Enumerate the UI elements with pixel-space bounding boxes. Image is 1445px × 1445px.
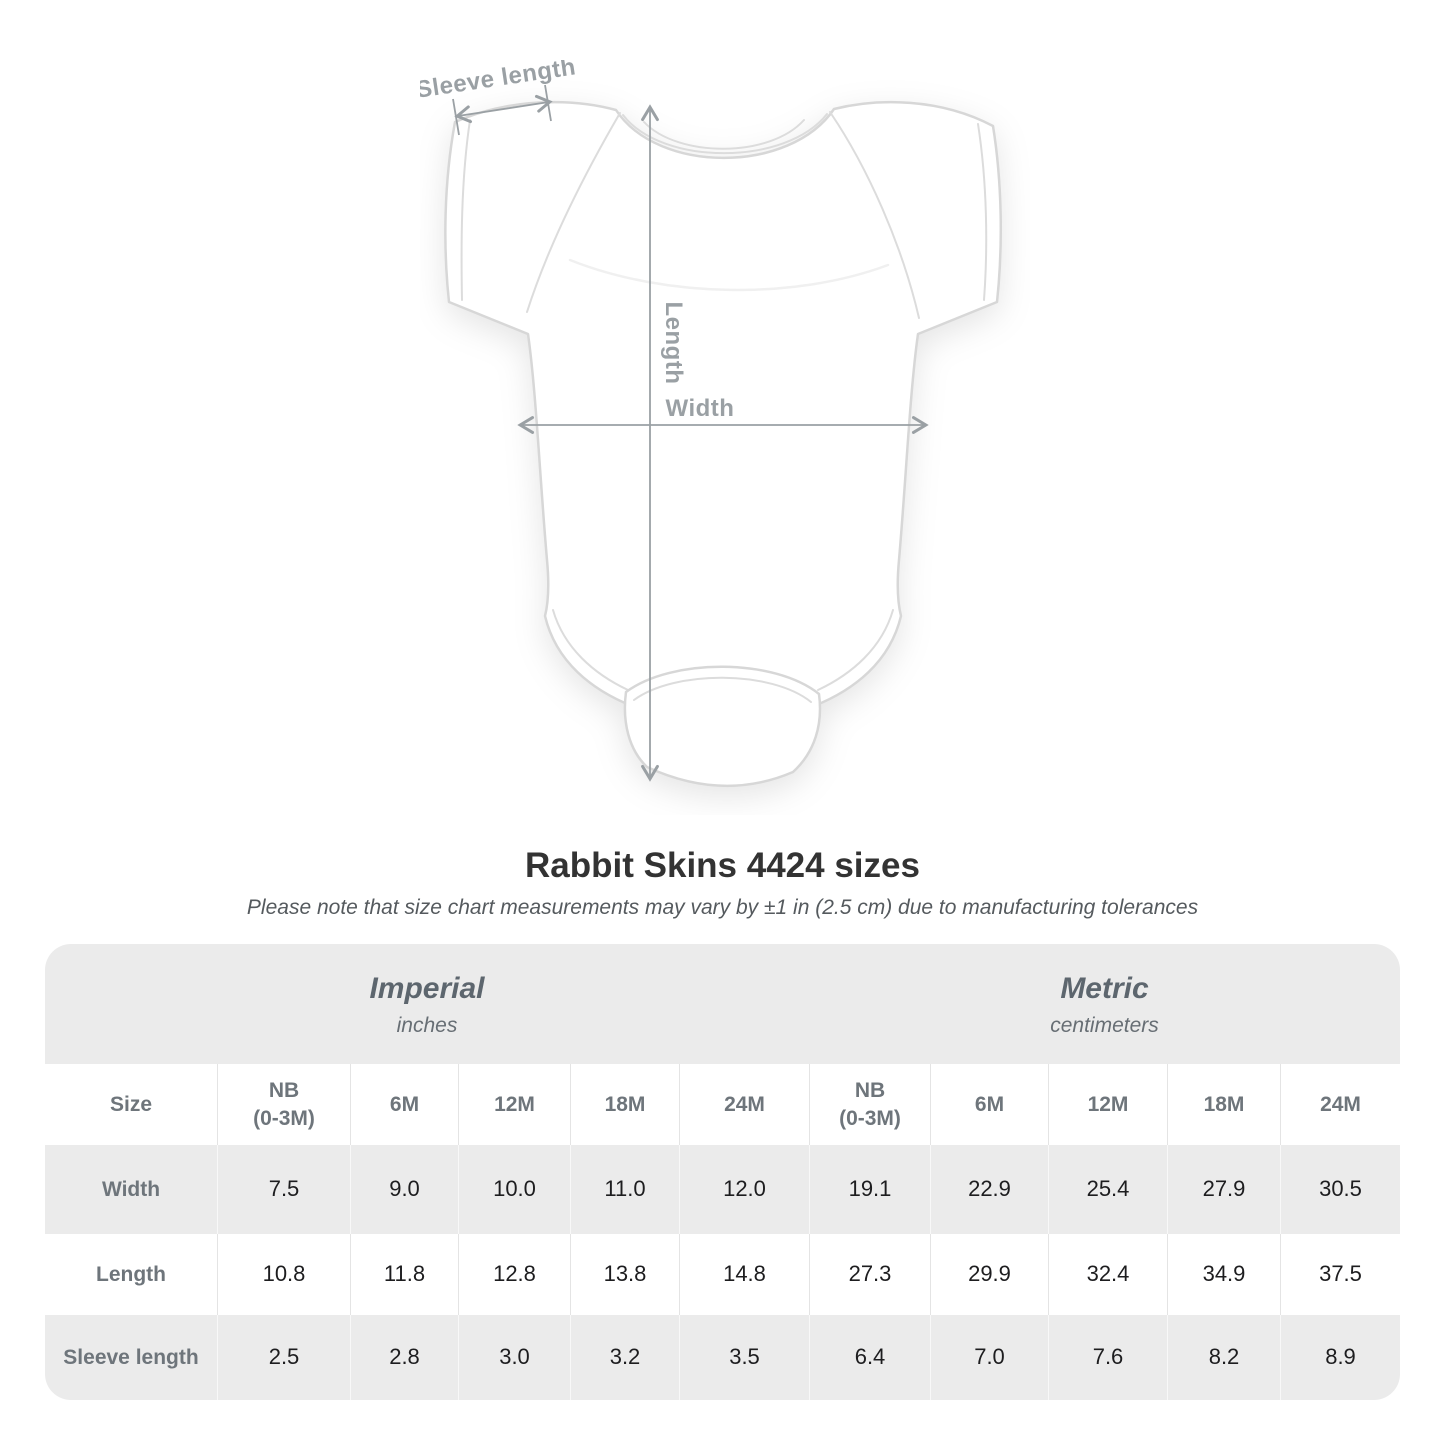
size-value: 2.5 [217,1315,350,1400]
column-header: 6M [930,1064,1048,1145]
sleeve-length-tick-left [452,98,460,136]
size-value: 22.9 [930,1145,1048,1234]
size-value: 7.0 [930,1315,1048,1400]
column-header-line1: NB [268,1079,300,1103]
size-value: 6.4 [809,1315,930,1400]
size-value: 27.9 [1167,1145,1280,1234]
size-value: 13.8 [570,1234,679,1315]
bodysuit-diagram: Sleeve length Length Width [420,60,1003,788]
column-header-line1: 24M [724,1092,765,1116]
column-header-line1: 12M [494,1092,535,1116]
size-value: 8.2 [1167,1315,1280,1400]
imperial-title: Imperial [369,972,485,1005]
size-value: 19.1 [809,1145,930,1234]
size-value: 3.5 [679,1315,809,1400]
column-header-line2: (0-3M) [839,1106,901,1130]
row-label-sleeve-length: Sleeve length [45,1315,217,1400]
size-value: 14.8 [679,1234,809,1315]
size-value: 37.5 [1280,1234,1400,1315]
column-header-line1: 6M [389,1092,420,1116]
column-header: 18M [1167,1064,1280,1145]
column-header: 24M [1280,1064,1400,1145]
column-header: 12M [1048,1064,1167,1145]
metric-unit: centimeters [1050,1014,1159,1037]
size-value: 11.0 [570,1145,679,1234]
width-label: Width [666,395,735,422]
column-header: NB (0-3M) [217,1064,350,1145]
size-value: 12.8 [458,1234,570,1315]
size-value: 34.9 [1167,1234,1280,1315]
size-value: 12.0 [679,1145,809,1234]
size-value: 11.8 [350,1234,458,1315]
row-label-length: Length [45,1234,217,1315]
column-header-line1: NB [854,1079,886,1103]
sleeve-length-arrow [454,94,553,124]
size-value: 9.0 [350,1145,458,1234]
size-value: 10.0 [458,1145,570,1234]
column-header-line1: 24M [1320,1092,1361,1116]
length-label: Length [660,302,687,385]
column-header: NB (0-3M) [809,1064,930,1145]
infant-bodysuit-illustration [444,100,1003,788]
size-value: 8.9 [1280,1315,1400,1400]
column-header-line1: 6M [974,1092,1005,1116]
size-header-label: Size [45,1064,217,1145]
size-value: 30.5 [1280,1145,1400,1234]
column-header-line2: (0-3M) [253,1106,315,1130]
column-header-line1: 18M [1203,1092,1245,1116]
size-value: 29.9 [930,1234,1048,1315]
imperial-section-header: Imperial inches [45,944,809,1064]
size-value: 25.4 [1048,1145,1167,1234]
size-value: 7.5 [217,1145,350,1234]
column-header-line1: 12M [1087,1092,1129,1116]
sleeve-length-label: Sleeve length [420,60,578,104]
column-header: 24M [679,1064,809,1145]
size-table: Imperial inches Metric centimeters Size … [45,944,1400,1400]
page-title: Rabbit Skins 4424 sizes [525,846,920,885]
column-header-line1: 18M [604,1092,646,1116]
size-value: 3.0 [458,1315,570,1400]
imperial-unit: inches [396,1014,458,1037]
column-header: 6M [350,1064,458,1145]
size-value: 27.3 [809,1234,930,1315]
size-value: 32.4 [1048,1234,1167,1315]
size-value: 2.8 [350,1315,458,1400]
metric-title: Metric [1060,972,1149,1005]
column-header: 12M [458,1064,570,1145]
size-value: 3.2 [570,1315,679,1400]
column-header: 18M [570,1064,679,1145]
size-value: 7.6 [1048,1315,1167,1400]
metric-section-header: Metric centimeters [809,944,1400,1064]
size-value: 10.8 [217,1234,350,1315]
tolerance-note: Please note that size chart measurements… [246,896,1199,919]
sleeve-length-tick-right [544,84,552,122]
row-label-width: Width [45,1145,217,1234]
